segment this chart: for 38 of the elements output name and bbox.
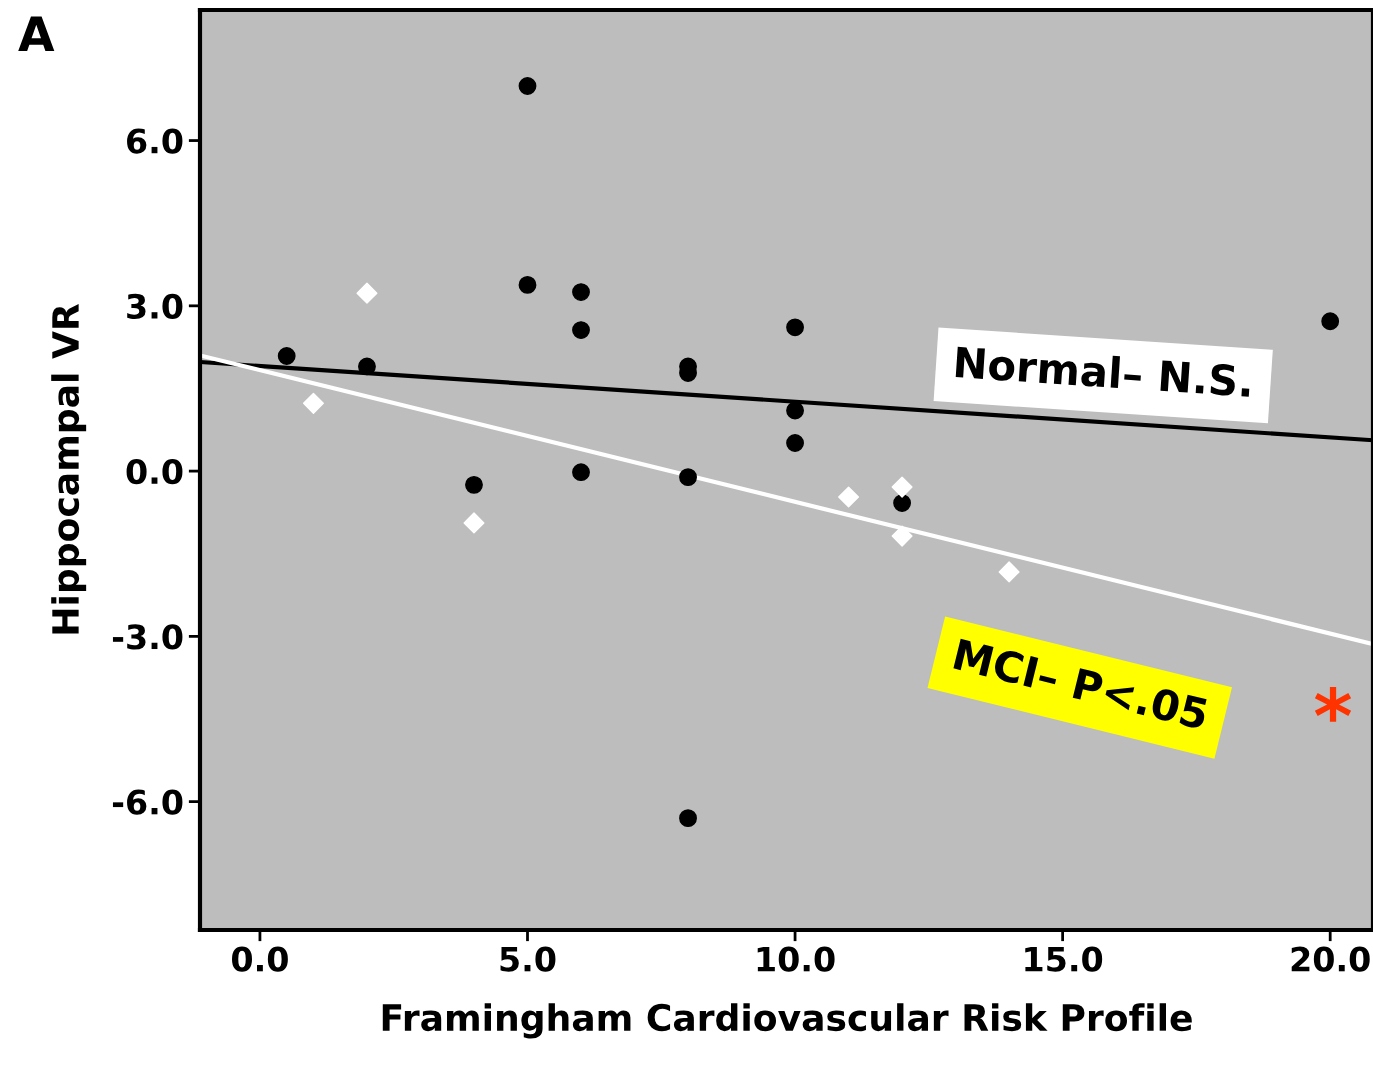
y-tick-label: 3.0 [127, 293, 183, 319]
point [786, 401, 804, 420]
point [786, 434, 804, 452]
point [572, 463, 590, 482]
point [998, 561, 1020, 583]
point [679, 809, 697, 828]
x-tick-label: 10.0 [757, 946, 835, 972]
point [786, 318, 804, 337]
point [302, 392, 324, 414]
series-label: Normal– N.S. [955, 345, 1251, 398]
x-tick-label: 0.0 [232, 946, 288, 972]
point [891, 525, 913, 547]
y-tick-label: -3.0 [112, 624, 183, 650]
point [518, 275, 537, 294]
y-tick-label: 6.0 [127, 128, 183, 154]
x-tick-label: 5.0 [500, 946, 556, 972]
point [358, 357, 376, 376]
text: A [18, 16, 55, 52]
point [838, 486, 860, 508]
point [572, 321, 590, 339]
x-tick-label: 20.0 [1291, 946, 1370, 972]
point [679, 468, 697, 487]
point [277, 347, 296, 365]
point [465, 475, 483, 494]
annotation: * [1314, 687, 1352, 722]
y-tick-label: -6.0 [112, 789, 183, 815]
text: MCI– P<.05 [953, 638, 1209, 730]
point [356, 282, 378, 304]
y-tick-label: 0.0 [126, 459, 183, 485]
x-tick-label: 15.0 [1025, 946, 1103, 972]
point [518, 77, 537, 95]
y-axis-title: Hippocampal VR [51, 304, 87, 634]
point [893, 494, 911, 512]
point [572, 283, 590, 301]
x-axis-title: Framingham Cardiovascular Risk Profile [382, 1003, 1192, 1039]
point [463, 512, 485, 534]
point [1321, 312, 1340, 331]
point [891, 476, 913, 498]
